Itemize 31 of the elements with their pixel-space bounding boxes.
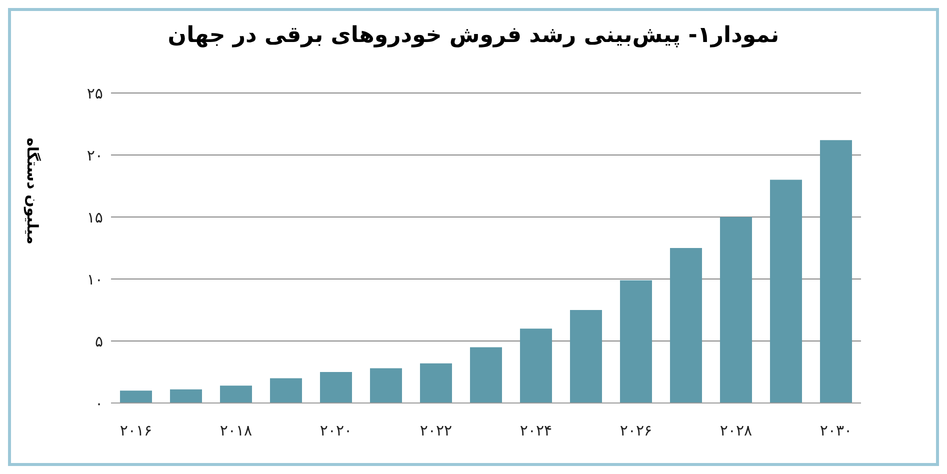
y-tick-label: ۱۰ <box>86 270 103 288</box>
bar <box>320 372 352 403</box>
bar <box>820 140 852 403</box>
bar <box>570 310 602 403</box>
y-axis-title: میلیون دستگاه <box>23 138 41 244</box>
x-tick-label: ۲۰۲۸ <box>720 422 752 440</box>
y-tick-label: ۲۵ <box>86 84 103 102</box>
x-tick-label: ۲۰۲۴ <box>520 422 552 440</box>
x-tick-label: ۲۰۱۶ <box>120 422 152 440</box>
bar <box>370 368 402 403</box>
bar <box>770 180 802 403</box>
bar <box>620 280 652 403</box>
y-tick-label: ۵ <box>94 332 103 350</box>
x-tick-label: ۲۰۲۶ <box>620 422 652 440</box>
bar <box>170 389 202 403</box>
x-tick-label: ۲۰۳۰ <box>820 422 852 440</box>
x-tick-label: ۲۰۱۸ <box>220 422 252 440</box>
chart-title: نمودار۱- پیش‌بینی رشد فروش خودروهای برقی در جهان <box>166 22 780 50</box>
bar <box>270 378 302 403</box>
bar <box>420 363 452 403</box>
y-tick-label: ۲۰ <box>86 146 103 164</box>
x-tick-label: ۲۰۲۰ <box>320 422 352 440</box>
y-tick-label: ۱۵ <box>86 208 103 226</box>
bar <box>670 248 702 403</box>
bar <box>220 386 252 403</box>
y-tick-label: ۰ <box>94 394 103 412</box>
bar <box>470 347 502 403</box>
bar <box>520 328 552 403</box>
bar <box>720 217 752 403</box>
bar <box>120 390 152 403</box>
x-tick-label: ۲۰۲۲ <box>420 422 452 440</box>
